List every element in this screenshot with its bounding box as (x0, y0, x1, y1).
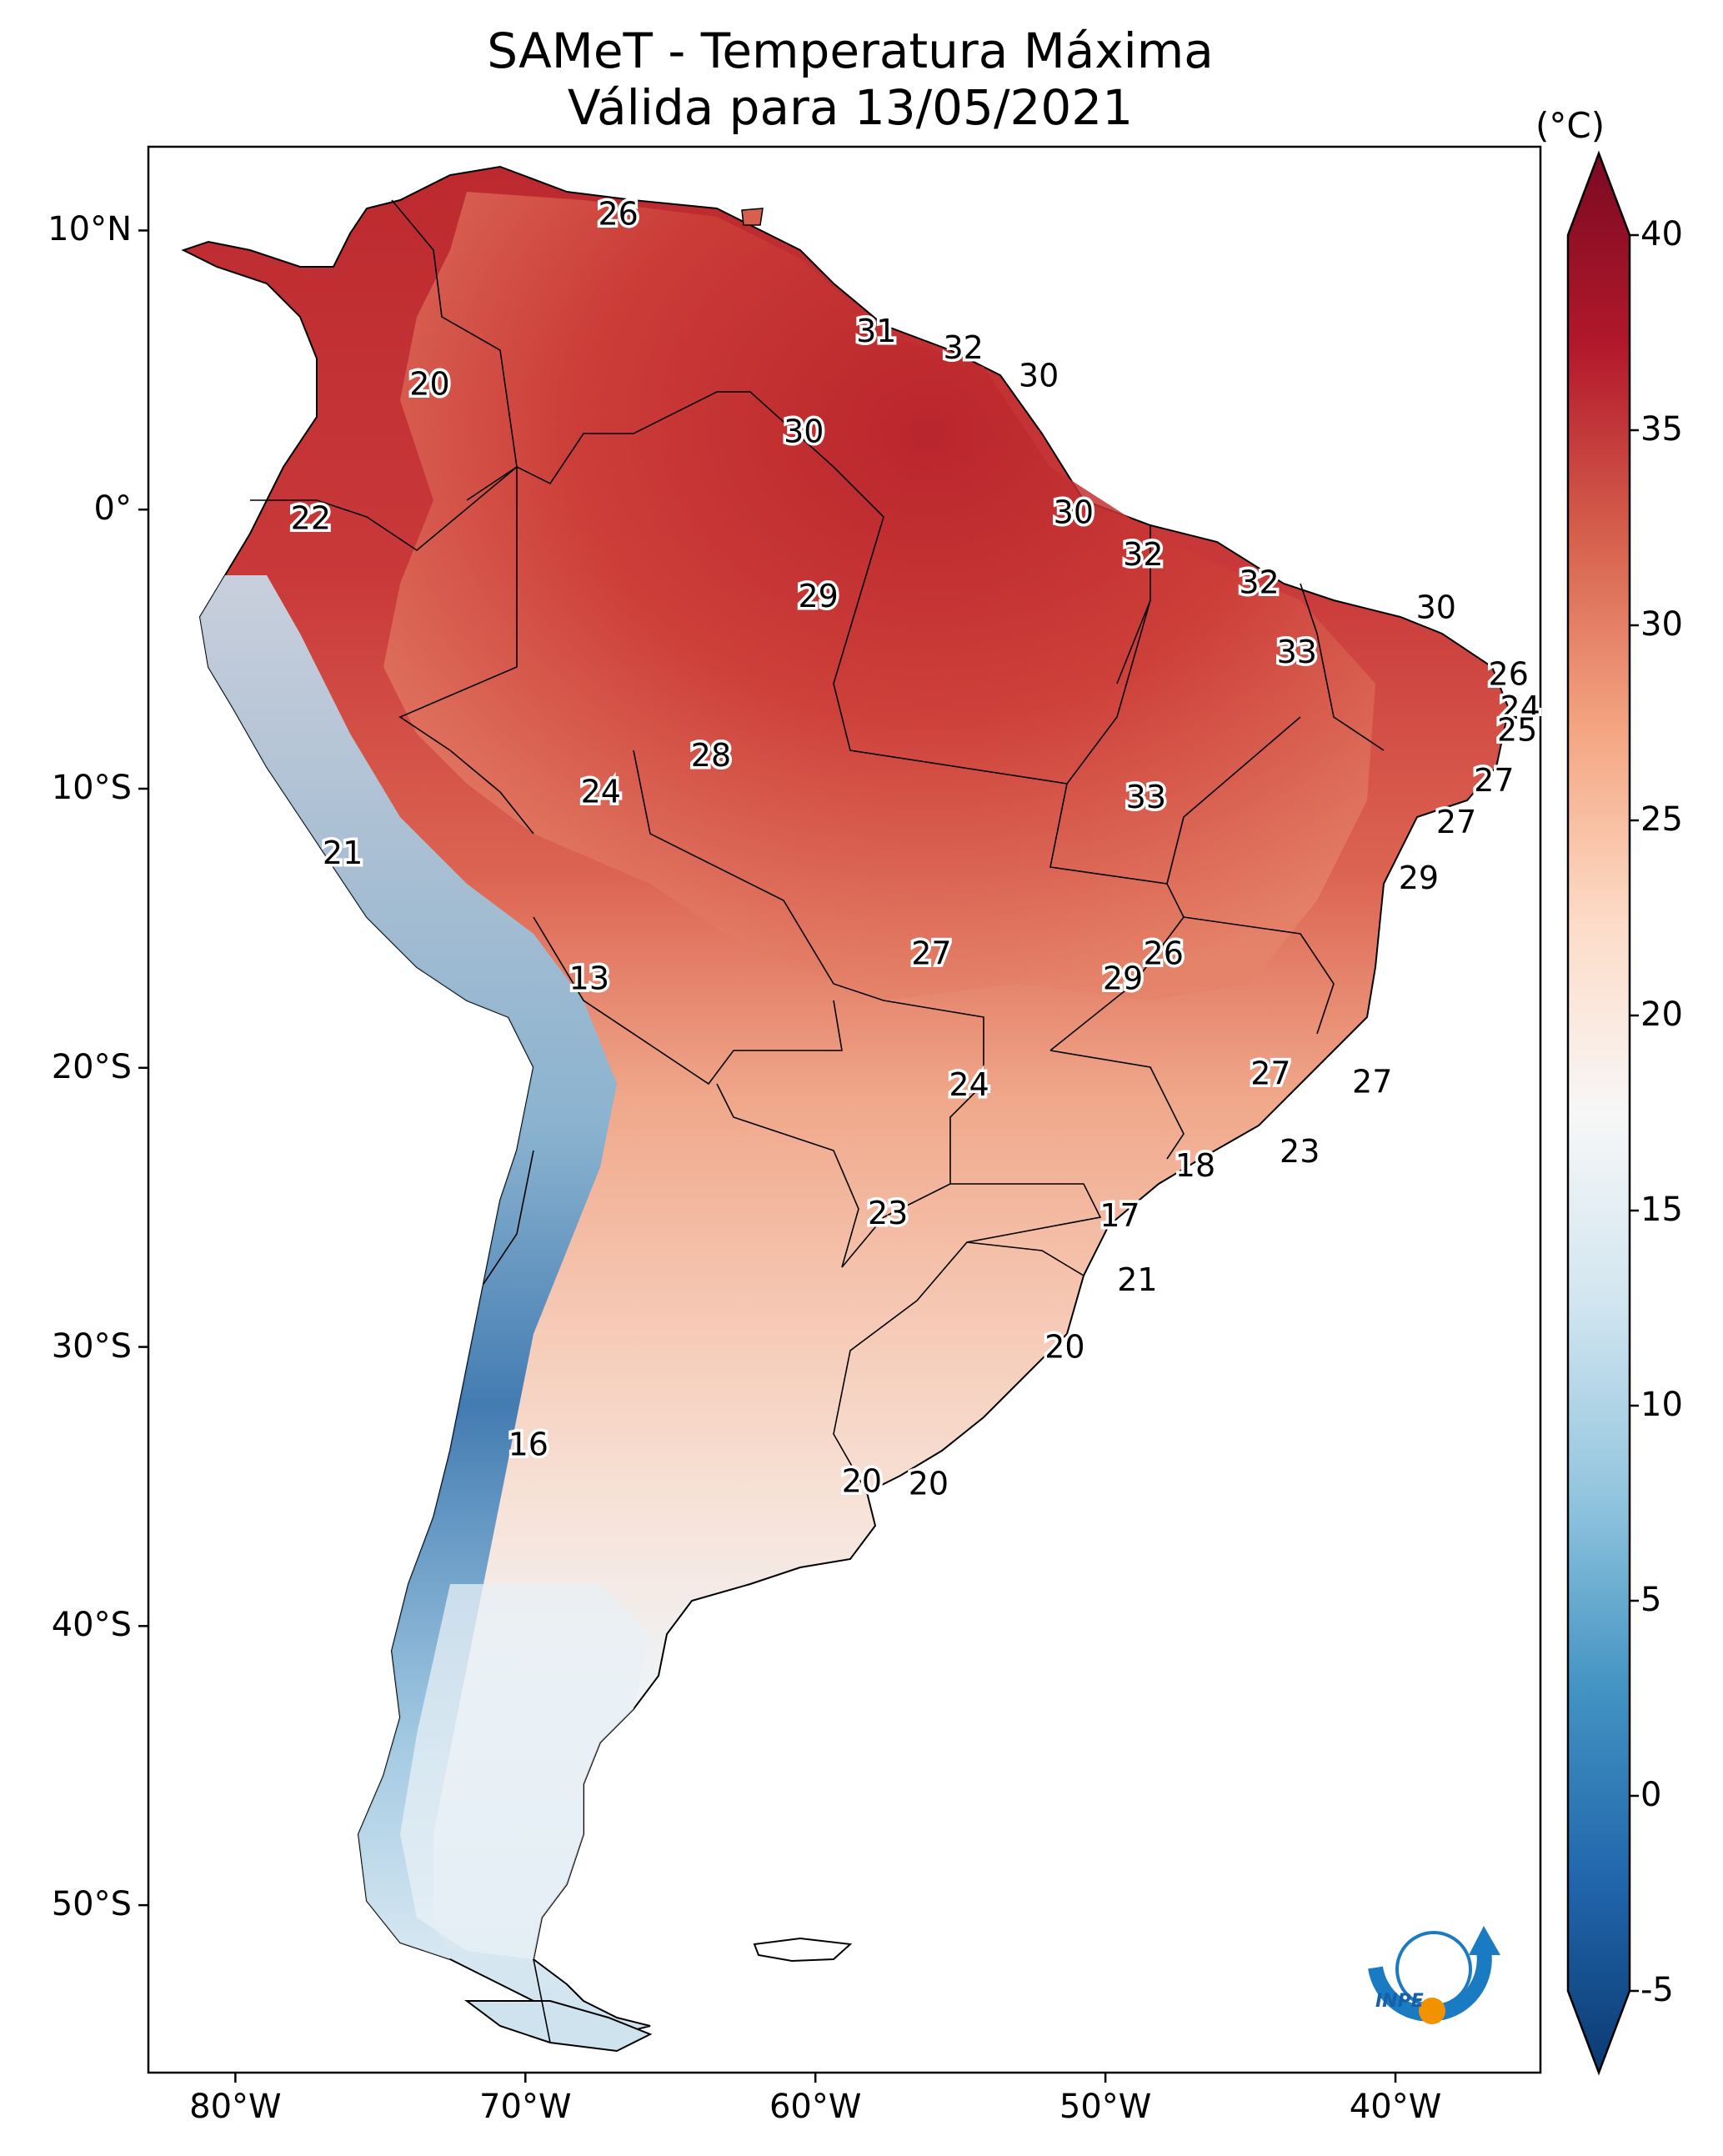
lat-label-50s: 50°S (51, 1885, 132, 1924)
cbar-tick-25: 25 (1640, 800, 1683, 839)
temp-label-0: 26 (598, 195, 638, 232)
temp-label-36: 16 (508, 1426, 548, 1463)
lat-label-20s: 20°S (51, 1047, 132, 1086)
temp-label-20: 27 (1436, 804, 1476, 840)
cbar-tick-40: 40 (1640, 215, 1683, 253)
temp-label-38: 20 (909, 1466, 949, 1502)
temp-label-31: 18 (1175, 1147, 1215, 1184)
trinidad-island (741, 208, 764, 226)
cbar-tick-5: 5 (1640, 1581, 1662, 1619)
hot-interior (383, 192, 1375, 1000)
temp-label-23: 27 (911, 935, 951, 972)
inpe-logo (1368, 1926, 1500, 2024)
temp-label-24: 26 (1144, 935, 1184, 972)
temp-label-12: 33 (1277, 634, 1317, 670)
continent (181, 165, 1510, 2053)
lon-label-40w: 40°W (1349, 2088, 1442, 2126)
temp-label-17: 27 (1474, 762, 1514, 799)
temp-label-19: 33 (1126, 779, 1166, 815)
inpe-logo-text: INPE (1375, 1991, 1424, 2012)
temp-label-10: 29 (799, 578, 839, 614)
temp-label-18: 24 (581, 773, 621, 810)
lon-label-50w: 50°W (1059, 2088, 1152, 2126)
temp-label-11: 30 (1416, 589, 1456, 625)
lat-label-10n: 10°N (48, 210, 132, 249)
temp-label-5: 30 (784, 413, 824, 449)
lat-label-0: 0° (93, 489, 132, 529)
cbar-tick-minus5: -5 (1640, 1971, 1674, 2009)
temp-label-30: 23 (1280, 1133, 1320, 1170)
temp-label-8: 32 (1123, 536, 1163, 573)
temp-label-9: 32 (1239, 564, 1279, 600)
colorbar-bar (1566, 150, 1631, 2076)
cbar-tick-35: 35 (1640, 410, 1683, 449)
cbar-tick-30: 30 (1640, 605, 1683, 644)
temp-label-33: 17 (1099, 1197, 1139, 1234)
temp-label-21: 21 (323, 835, 363, 871)
map-subtitle: Válida para 13/05/2021 (567, 79, 1134, 136)
lat-label-10s: 10°S (51, 769, 132, 807)
temp-label-6: 22 (291, 499, 331, 536)
temp-label-27: 27 (1250, 1055, 1290, 1091)
lon-label-80w: 80°W (189, 2088, 282, 2126)
temp-label-32: 23 (868, 1195, 908, 1231)
temp-label-25: 13 (569, 960, 609, 997)
colorbar-units: (°C) (1535, 105, 1605, 146)
lat-label-40s: 40°S (51, 1606, 132, 1645)
temp-label-37: 20 (842, 1462, 882, 1499)
lat-label-30s: 30°S (51, 1326, 132, 1366)
cbar-tick-0: 0 (1640, 1776, 1662, 1814)
temp-label-2: 32 (943, 329, 983, 366)
temp-label-7: 30 (1054, 494, 1094, 531)
temp-label-14: 24 (1500, 689, 1540, 726)
falkland-islands (753, 1937, 853, 1963)
temp-label-22: 29 (1399, 860, 1439, 896)
temp-label-4: 20 (409, 366, 449, 403)
patagonia-pale (400, 1584, 650, 1959)
cbar-tick-20: 20 (1640, 995, 1683, 1034)
tierra-del-fuego (464, 2000, 653, 2053)
lon-label-60w: 60°W (769, 2088, 862, 2126)
cbar-tick-10: 10 (1640, 1386, 1683, 1424)
temp-label-28: 27 (1352, 1064, 1392, 1101)
temp-label-15: 25 (1497, 712, 1537, 749)
colorbar-ticks (1630, 233, 1639, 1993)
political-borders (250, 199, 1385, 2043)
temp-label-26: 29 (1103, 960, 1143, 997)
andes-cold-band (200, 575, 617, 1959)
temp-label-16: 28 (691, 737, 731, 774)
temp-label-13: 26 (1489, 656, 1529, 693)
lon-label-70w: 70°W (479, 2088, 572, 2126)
cbar-tick-15: 15 (1640, 1191, 1683, 1229)
temp-label-29: 24 (949, 1066, 989, 1103)
temp-label-1: 31 (856, 313, 896, 349)
temp-label-3: 30 (1019, 358, 1059, 394)
temp-label-34: 21 (1117, 1261, 1157, 1298)
map-title: SAMeT - Temperatura Máxima (487, 23, 1214, 79)
temp-label-35: 20 (1044, 1329, 1084, 1366)
